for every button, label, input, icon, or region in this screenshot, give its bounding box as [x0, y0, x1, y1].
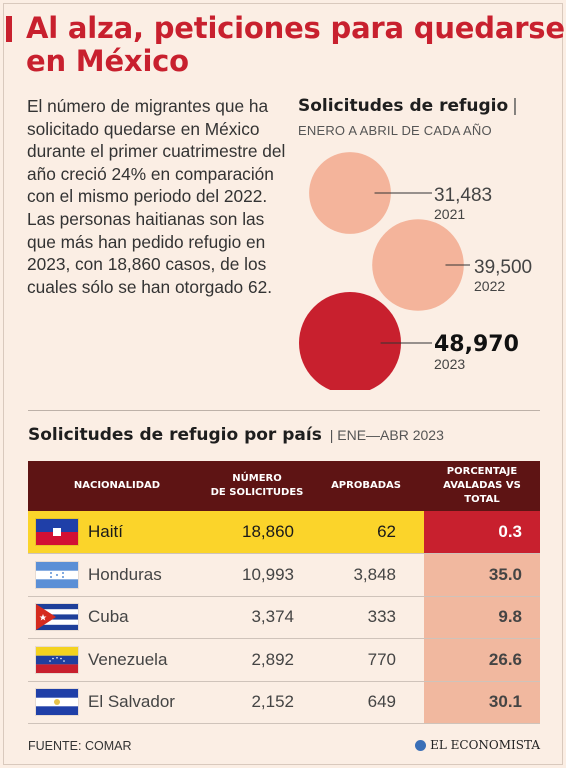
brand-logo: EL ECONOMISTA — [415, 738, 540, 752]
header-pct-line2: AVALADAS VS TOTAL — [443, 480, 521, 505]
bubble-2022 — [372, 219, 464, 311]
cell-percentage: 0.3 — [424, 511, 540, 554]
table-title: Solicitudes de refugio por país | ENE—AB… — [28, 425, 444, 445]
refugio-table: NACIONALIDAD NÚMERO DE SOLICITUDES APROBA… — [28, 461, 540, 724]
cell-approved: 649 — [308, 681, 424, 724]
table-row: Venezuela 2,892 770 26.6 — [28, 638, 540, 682]
table-header-row: NACIONALIDAD NÚMERO DE SOLICITUDES APROBA… — [28, 461, 540, 511]
header-requests: NÚMERO DE SOLICITUDES — [206, 461, 308, 511]
header-approved-text: APROBADAS — [331, 480, 401, 491]
cell-flag — [28, 596, 88, 639]
bubble-2021 — [309, 152, 391, 234]
header-nationality-text: NACIONALIDAD — [73, 480, 161, 491]
cell-requests: 10,993 — [206, 553, 308, 597]
cell-nationality: El Salvador — [88, 681, 206, 724]
frame-border — [3, 3, 563, 765]
header-requests-line1: NÚMERO — [232, 473, 282, 484]
intro-paragraph: El número de migrantes que ha solicitado… — [27, 96, 286, 297]
cell-requests: 2,152 — [206, 681, 308, 724]
bubble-year-2021: 2021 — [434, 206, 465, 222]
title-accent-bar — [6, 16, 12, 42]
table-row: Haití 18,860 62 0.3 — [28, 511, 540, 554]
cell-requests: 2,892 — [206, 638, 308, 682]
cell-requests: 18,860 — [206, 511, 308, 554]
bubble-chart-subtitle: ENERO A ABRIL DE CADA AÑO — [298, 123, 492, 138]
section-divider — [28, 410, 540, 411]
cell-nationality: Venezuela — [88, 638, 206, 682]
cell-nationality: Haití — [88, 511, 206, 554]
cell-nationality: Honduras — [88, 553, 206, 597]
brand-logo-icon — [415, 739, 427, 751]
bubble-chart-title-separator: | — [512, 96, 518, 116]
table-row: Honduras 10,993 3,848 35.0 — [28, 553, 540, 597]
table-subtitle: | ENE—ABR 2023 — [329, 427, 444, 443]
bubble-year-2022: 2022 — [474, 278, 505, 294]
el-salvador-flag — [36, 689, 78, 716]
table-title-text: Solicitudes de refugio por país — [28, 425, 322, 445]
cell-flag — [28, 511, 88, 554]
venezuela-flag — [36, 646, 78, 673]
honduras-flag — [36, 561, 78, 588]
cell-percentage: 35.0 — [424, 553, 540, 597]
cuba-flag — [36, 604, 78, 631]
haiti-flag — [36, 519, 78, 545]
cell-approved: 62 — [308, 511, 424, 554]
bubble-chart-title-text: Solicitudes de refugio — [298, 96, 509, 116]
table-row: El Salvador 2,152 649 30.1 — [28, 681, 540, 724]
bubble-chart-title: Solicitudes de refugio | — [298, 96, 518, 116]
headline-title: Al alza, peticiones para quedarse en Méx… — [26, 11, 565, 78]
cell-requests: 3,374 — [206, 596, 308, 639]
source-label: FUENTE: COMAR — [28, 739, 132, 753]
table-row: Cuba 3,374 333 9.8 — [28, 596, 540, 639]
header-nationality: NACIONALIDAD — [28, 461, 206, 511]
header-approved: APROBADAS — [308, 461, 424, 511]
brand-logo-text: EL ECONOMISTA — [430, 738, 540, 752]
cell-percentage: 26.6 — [424, 638, 540, 682]
cell-percentage: 9.8 — [424, 596, 540, 639]
cell-approved: 3,848 — [308, 553, 424, 597]
bubble-year-2023: 2023 — [434, 356, 465, 372]
cell-flag — [28, 638, 88, 682]
cell-flag — [28, 681, 88, 724]
cell-approved: 333 — [308, 596, 424, 639]
header-pct-line1: PORCENTAJE — [446, 466, 518, 477]
header-percentage: PORCENTAJE AVALADAS VS TOTAL — [424, 461, 540, 511]
bubble-value-2021: 31,483 — [434, 185, 492, 206]
header-requests-line2: DE SOLICITUDES — [210, 487, 304, 498]
cell-percentage: 30.1 — [424, 681, 540, 724]
cell-nationality: Cuba — [88, 596, 206, 639]
cell-flag — [28, 553, 88, 597]
table-body: Haití 18,860 62 0.3 Honduras 10,993 3,848 35.0 C… — [28, 511, 540, 724]
bubble-2023 — [299, 292, 401, 390]
bubble-value-2023: 48,970 — [434, 332, 519, 357]
bubble-value-2022: 39,500 — [474, 257, 532, 278]
cell-approved: 770 — [308, 638, 424, 682]
